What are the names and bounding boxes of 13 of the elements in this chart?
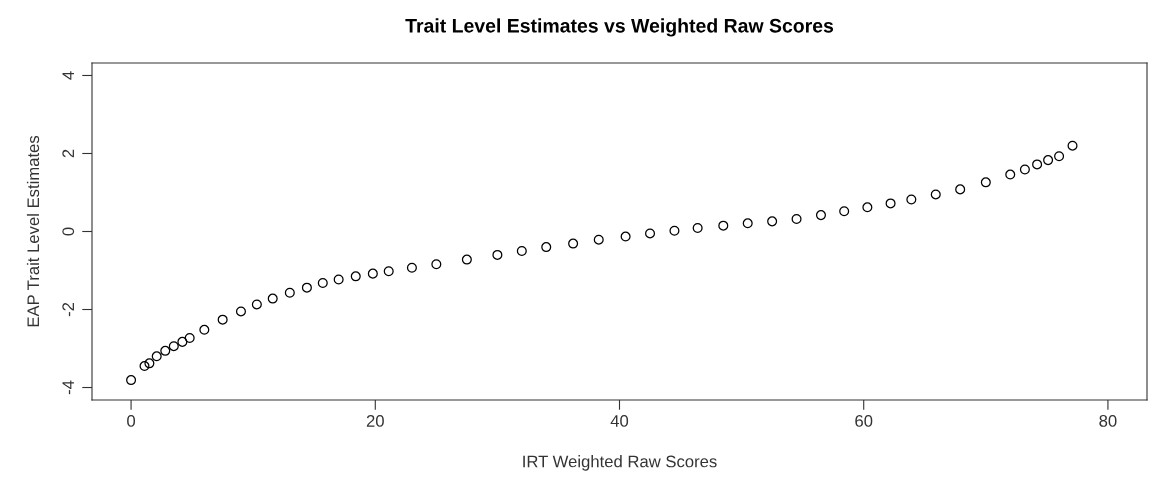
y-axis-title: EAP Trait Level Estimates (26, 135, 40, 327)
y-tick-label: 4 (62, 71, 74, 80)
y-tick-label: 2 (62, 149, 74, 158)
x-tick-label: 0 (127, 415, 136, 427)
x-tick-label: 60 (855, 415, 873, 427)
chart-title: Trait Level Estimates vs Weighted Raw Scores (405, 18, 834, 37)
x-tick-label: 80 (1099, 415, 1117, 427)
y-tick-label: 0 (62, 227, 75, 236)
y-tick-label: -2 (62, 302, 74, 317)
x-tick-label: 40 (610, 415, 629, 427)
y-tick-label: -4 (62, 380, 74, 395)
x-axis-title: IRT Weighted Raw Scores (523, 455, 717, 471)
x-tick-label: 20 (366, 415, 384, 427)
